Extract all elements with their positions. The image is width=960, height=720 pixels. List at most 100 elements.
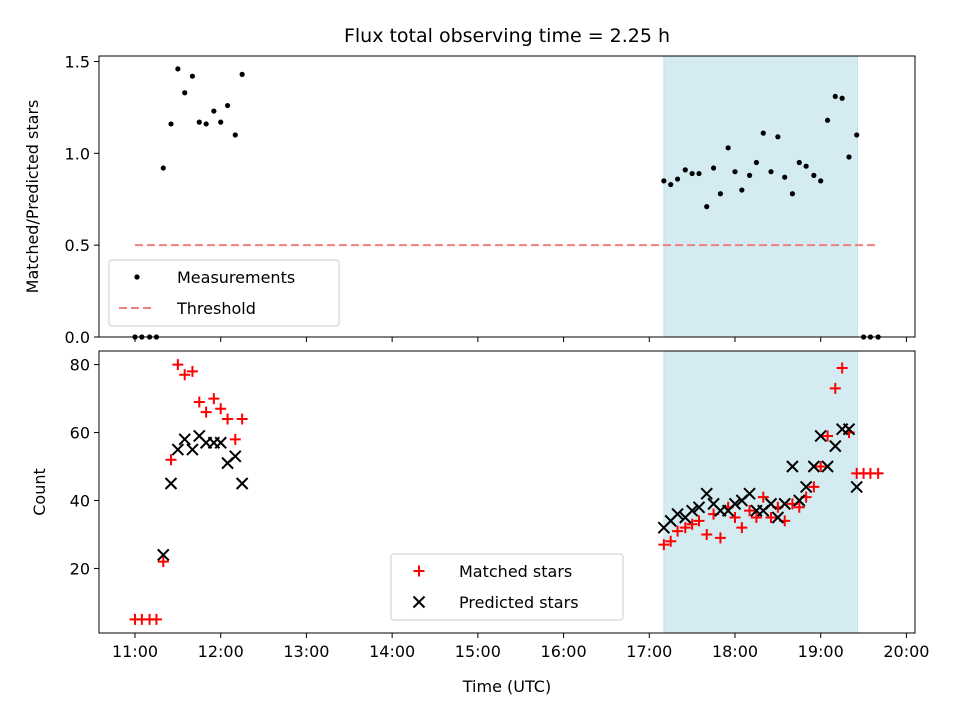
data-point [818,178,824,184]
data-point [743,487,756,500]
data-point [685,504,699,517]
data-point [229,433,241,445]
data-point [839,95,845,101]
y-axis-label: Count [30,468,49,516]
data-point [232,132,238,138]
data-point [846,154,852,160]
data-point [175,66,181,72]
data-point [768,169,774,175]
data-point [750,511,762,523]
x-tick-label: 17:00 [626,642,672,661]
data-point [717,191,724,197]
data-point [799,480,813,494]
data-point [229,450,242,463]
y-tick-label: 0.0 [65,328,90,347]
data-point [200,406,212,418]
y-tick-label: 20 [70,559,90,578]
data-point [165,454,177,466]
data-point [157,556,169,568]
data-point [736,522,748,534]
data-point [658,539,670,551]
x-axis-label: Time (UTC) [462,677,551,696]
data-point [782,174,788,180]
data-point [178,433,191,446]
plot-area [129,359,884,625]
y-axis-label: Matched/Predicted stars [23,100,42,294]
data-point [172,359,184,371]
data-point [829,439,842,453]
data-point [150,613,162,625]
data-point [696,170,702,177]
x-tick-label: 15:00 [455,642,501,661]
observing-window-region [663,55,858,338]
data-point [193,396,205,408]
data-point [732,169,738,175]
data-point [807,460,821,473]
data-point [753,159,760,166]
data-point [164,477,178,490]
panel-2: 20 40 60 80 11:00 12:00 13:00 14:00 15:00 16:00 17… [30,350,929,696]
y-tick-label: 0.5 [65,236,90,255]
data-point [682,167,688,173]
x-tick-label: 13:00 [283,642,329,661]
panel-1: 0.0 0.5 1.0 1.5 Matched/Predicted stars Flux … [23,25,916,347]
data-point [729,511,741,523]
data-point [746,172,753,178]
y-tick-label: 80 [70,356,90,375]
data-point [793,501,805,513]
data-point [171,443,185,456]
data-point [214,436,227,449]
data-point [686,518,698,530]
x-tick-label: 18:00 [712,642,758,661]
data-point [189,73,196,79]
data-point [771,511,785,524]
x-tick-label: 12:00 [198,642,244,661]
data-point [822,430,834,442]
plot-area [132,66,881,340]
data-point [764,497,778,511]
data-point [760,130,766,136]
data-point [775,134,781,140]
observing-window-region [663,350,858,634]
data-point [811,172,817,178]
data-point [808,481,820,493]
data-point [689,170,695,177]
data-point [235,477,249,490]
legend: Measurements Threshold [108,259,340,327]
data-point [778,497,791,511]
data-point [157,548,170,562]
data-point [672,525,684,537]
data-point [744,505,756,517]
data-point [693,515,705,527]
data-point [824,117,831,123]
x-tick-label: 14:00 [369,642,415,661]
data-point [224,102,231,109]
data-point [796,159,802,166]
legend-item: Predicted stars [412,593,579,612]
data-point [668,181,674,188]
data-point [714,532,726,544]
data-point [239,71,245,77]
data-point [786,460,799,473]
y-tick-label: 60 [70,424,90,443]
data-point [710,165,717,171]
data-point [692,501,706,514]
data-point [215,403,227,415]
data-point [789,191,796,197]
data-point [186,443,199,456]
data-point [182,90,188,96]
data-point [186,365,198,377]
data-point [236,413,248,425]
x-tick-label: 20:00 [883,642,929,661]
data-point [814,429,827,443]
series-matched-stars [129,359,884,625]
legend-swatch [413,565,425,577]
data-point [701,528,713,540]
data-point [661,178,667,184]
data-point [196,119,202,125]
data-point [815,461,827,473]
data-point [665,535,677,547]
legend-box [390,553,624,621]
data-point [218,119,224,125]
data-point [793,494,806,507]
